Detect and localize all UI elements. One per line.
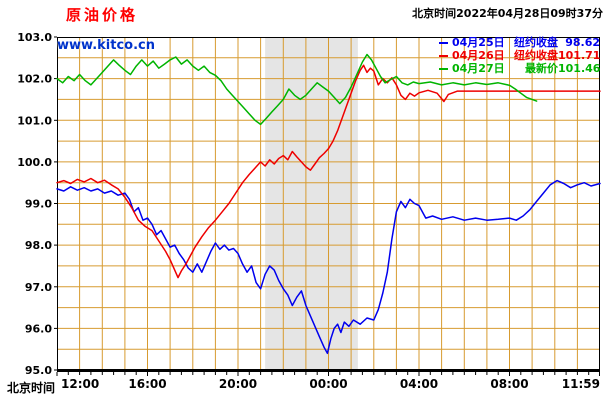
- svg-text:04:00: 04:00: [400, 377, 438, 391]
- svg-text:100.0: 100.0: [17, 156, 52, 169]
- kitco-watermark: www.kitco.cn: [57, 38, 155, 53]
- legend-value: 101.46: [558, 62, 601, 75]
- svg-text:00:00: 00:00: [309, 377, 347, 391]
- series-line-sample-icon: [439, 54, 448, 57]
- legend-label: 纽约收盘: [514, 49, 558, 62]
- x-axis-title: 北京时间: [7, 381, 56, 395]
- svg-text:99.0: 99.0: [25, 198, 52, 211]
- svg-text:103.0: 103.0: [17, 31, 52, 44]
- legend-date: 04月27日: [452, 62, 505, 75]
- svg-text:96.0: 96.0: [25, 322, 52, 335]
- legend-item-apr26: 04月26日 纽约收盘 101.71: [400, 49, 600, 62]
- series-line-sample-icon: [439, 41, 448, 44]
- svg-text:95.0: 95.0: [25, 364, 52, 377]
- chart-legend: 04月25日 纽约收盘 98.62 04月26日 纽约收盘 101.71 04月…: [400, 36, 600, 75]
- svg-text:16:00: 16:00: [128, 377, 166, 391]
- legend-date: 04月26日: [452, 49, 505, 62]
- legend-item-apr25: 04月25日 纽约收盘 98.62: [400, 36, 600, 49]
- svg-text:101.0: 101.0: [17, 114, 52, 127]
- svg-text:97.0: 97.0: [25, 281, 52, 294]
- legend-item-apr27: 04月27日 最新价 101.46: [400, 62, 600, 75]
- svg-text:20:00: 20:00: [219, 377, 257, 391]
- svg-text:98.0: 98.0: [25, 239, 52, 252]
- legend-value: 101.71: [558, 49, 601, 62]
- svg-text:12:00: 12:00: [61, 377, 99, 391]
- legend-label: 最新价: [525, 62, 558, 75]
- svg-text:08:00: 08:00: [490, 377, 528, 391]
- svg-text:11:59: 11:59: [562, 377, 600, 391]
- page-title: 原油价格: [66, 6, 139, 24]
- legend-value: 98.62: [565, 36, 600, 49]
- legend-date: 04月25日: [452, 36, 505, 49]
- legend-label: 纽约收盘: [514, 36, 558, 49]
- beijing-timestamp: 北京时间2022年04月28日09时37分: [412, 7, 603, 20]
- series-line-sample-icon: [439, 67, 448, 70]
- svg-text:102.0: 102.0: [17, 73, 52, 86]
